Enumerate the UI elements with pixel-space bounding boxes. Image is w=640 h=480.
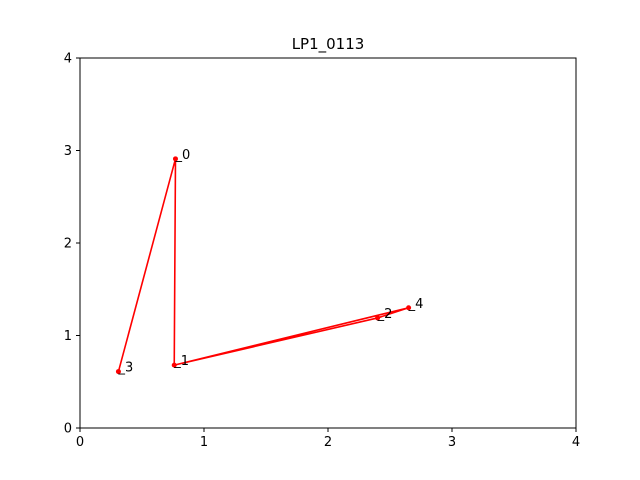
data-point (406, 305, 412, 311)
x-axis-ticks: 0 1 2 3 4 (76, 428, 580, 450)
x-tick-label: 1 (200, 435, 208, 450)
data-point (375, 315, 381, 321)
point-label: _4 (408, 297, 424, 312)
x-tick-label: 0 (76, 435, 84, 450)
data-point (115, 369, 121, 375)
series-layer (117, 158, 410, 372)
point-label: _3 (117, 361, 133, 376)
point-label: _0 (174, 148, 190, 163)
data-point (171, 362, 177, 368)
point-label: _2 (377, 307, 393, 322)
y-tick-label: 4 (64, 52, 72, 67)
series-line (117, 158, 410, 372)
y-tick-label: 1 (64, 329, 72, 344)
chart-title: LP1_0113 (292, 35, 365, 54)
point-label: _1 (173, 354, 189, 369)
y-tick-label: 2 (64, 237, 72, 252)
x-tick-label: 4 (572, 435, 580, 450)
y-tick-label: 0 (64, 422, 72, 437)
data-point (172, 156, 178, 162)
x-tick-label: 3 (448, 435, 456, 450)
y-axis-ticks: 0 1 2 3 4 (64, 52, 80, 437)
plot-background (80, 58, 576, 428)
y-tick-label: 3 (64, 144, 72, 159)
x-tick-label: 2 (324, 435, 332, 450)
points-layer (115, 156, 412, 375)
labels-layer: _0 _1 _2 _3 _4 (117, 148, 423, 376)
